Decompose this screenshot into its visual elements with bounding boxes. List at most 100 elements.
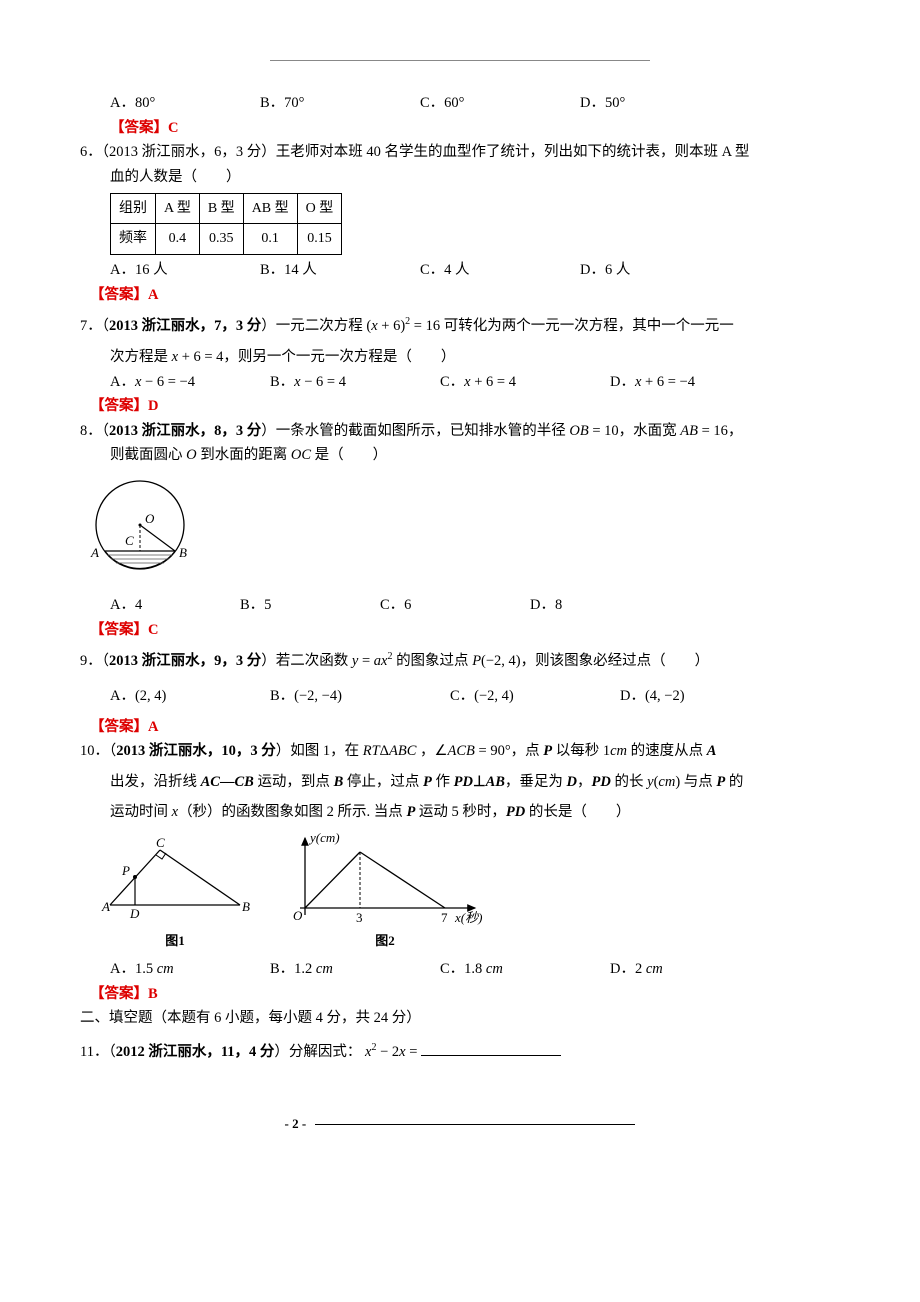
q10-b: B bbox=[334, 774, 344, 790]
q9-l1d: ，则该图象必经过点（ ） bbox=[521, 653, 710, 669]
q11-eq: x2 − 2x = bbox=[365, 1044, 417, 1060]
q10-line1: 10．（2013 浙江丽水，10，3 分）如图 1，在 RTΔABC ，∠ACB… bbox=[80, 739, 840, 764]
q10-f2-o: O bbox=[293, 908, 303, 923]
q8-opt-c: C．6 bbox=[380, 593, 530, 618]
q6-c2: 0.35 bbox=[199, 224, 243, 255]
q10-line3: 运动时间 x（秒）的函数图象如图 2 所示. 当点 P 运动 5 秒时，PD 的… bbox=[110, 800, 840, 825]
q6-th0: 组别 bbox=[111, 193, 156, 224]
q10-l2g: 的长 bbox=[611, 774, 647, 790]
q8-l1d: ， bbox=[728, 423, 743, 439]
q7-opt-c: C．x + 6 = 4 bbox=[440, 370, 610, 395]
q10-f2-xl: x(秒) bbox=[454, 910, 482, 925]
q10-line2: 出发，沿折线 AC—CB 运动，到点 B 停止，过点 P 作 PD⊥AB，垂足为… bbox=[110, 770, 840, 795]
q10-l2i: 的 bbox=[725, 774, 743, 790]
q10-f1-c: C bbox=[156, 835, 165, 850]
q8-lbl-o: O bbox=[145, 511, 155, 526]
q8-lbl-b: B bbox=[179, 545, 187, 560]
page-number: - 2 - bbox=[80, 1113, 840, 1135]
q6-opt-c: C．4 人 bbox=[420, 258, 580, 283]
q6-opt-b: B．14 人 bbox=[260, 258, 420, 283]
q11-l1a: 11．（ bbox=[80, 1044, 116, 1060]
q6-rowlabel: 频率 bbox=[111, 224, 156, 255]
q10-l1b: ）如图 1，在 bbox=[276, 743, 363, 759]
q8-options: A．4 B．5 C．6 D．8 bbox=[110, 593, 840, 618]
page-number-text: - 2 - bbox=[285, 1116, 307, 1131]
q10-l2b: 运动，到点 bbox=[254, 774, 334, 790]
q7-options: A．x − 6 = −4 B．x − 6 = 4 C．x + 6 = 4 D．x… bbox=[110, 370, 840, 395]
q10-f1-d: D bbox=[129, 906, 140, 921]
q7-l2b: ，则另一个一元一次方程是（ ） bbox=[223, 349, 455, 365]
q10-rt: RT bbox=[363, 743, 380, 759]
q11-src: 2012 浙江丽水，11，4 分 bbox=[116, 1044, 275, 1060]
q9-l1a: 9．（ bbox=[80, 653, 109, 669]
q8-l1c: ，水面宽 bbox=[619, 423, 681, 439]
q8-o: O bbox=[186, 447, 196, 463]
q10-f2-x1: 3 bbox=[356, 910, 363, 925]
q9-opt-d: D．(4, −2) bbox=[620, 684, 770, 709]
q10-l3c: 运动 5 秒时， bbox=[415, 804, 506, 820]
q9-line1: 9．（2013 浙江丽水，9，3 分）若二次函数 y = ax2 的图象过点 P… bbox=[80, 648, 840, 673]
q8-l2a: 则截面圆心 bbox=[110, 447, 186, 463]
q8-opt-a: A．4 bbox=[110, 593, 240, 618]
q10-l2e: ，垂足为 bbox=[505, 774, 567, 790]
q10-d: D bbox=[567, 774, 577, 790]
q10-f1-a: A bbox=[101, 899, 110, 914]
q6-th1: A 型 bbox=[156, 193, 200, 224]
q10-pdab: PD bbox=[454, 774, 473, 790]
q8-l2c: 是（ ） bbox=[311, 447, 387, 463]
q10-a: A bbox=[707, 743, 717, 759]
q9-l1b: ）若二次函数 bbox=[261, 653, 352, 669]
q10-cm: cm bbox=[610, 743, 627, 759]
q10-ycm: y(cm) bbox=[647, 774, 680, 790]
q7-src: 2013 浙江丽水，7，3 分 bbox=[109, 318, 261, 334]
q10-l3b: （秒）的函数图象如图 2 所示. 当点 bbox=[178, 804, 406, 820]
q6-opt-d: D．6 人 bbox=[580, 258, 730, 283]
q8-figure: O C A B bbox=[85, 473, 840, 588]
q5-answer: 【答案】C bbox=[110, 116, 840, 141]
q10-tu1: 图1 bbox=[100, 930, 250, 952]
q7-l2a: 次方程是 bbox=[110, 349, 172, 365]
q10-l2f: ， bbox=[577, 774, 592, 790]
q9-l1c: 的图象过点 bbox=[392, 653, 472, 669]
q7-t2: 可转化为两个一元一次方程，其中一个一元一 bbox=[440, 318, 734, 334]
q9-eq1: y = ax2 bbox=[352, 653, 393, 669]
q7-prefix: 7．（ bbox=[80, 318, 109, 334]
q6-line1: 6．（2013 浙江丽水，6，3 分）王老师对本班 40 名学生的血型作了统计，… bbox=[80, 140, 840, 165]
q8-opt-b: B．5 bbox=[240, 593, 380, 618]
section2: 二、填空题（本题有 6 小题，每小题 4 分，共 24 分） bbox=[80, 1006, 840, 1031]
q10-f1-p: P bbox=[121, 863, 130, 878]
q10-p1: P bbox=[543, 743, 552, 759]
q8-src: 2013 浙江丽水，8，3 分 bbox=[109, 423, 261, 439]
q9-opt-a: A．(2, 4) bbox=[110, 684, 270, 709]
q8-l2b: 到水面的距离 bbox=[197, 447, 291, 463]
q8-ob: OB = 10 bbox=[569, 423, 618, 439]
q6-options: A．16 人 B．14 人 C．4 人 D．6 人 bbox=[110, 258, 840, 283]
q7-opt-d: D．x + 6 = −4 bbox=[610, 370, 760, 395]
q10-p3: P bbox=[716, 774, 725, 790]
page-rule bbox=[315, 1124, 635, 1125]
q6-answer: 【答案】A bbox=[90, 283, 840, 308]
q6-th3: AB 型 bbox=[243, 193, 297, 224]
q5-opt-a: A．80° bbox=[110, 91, 260, 116]
q6-opt-a: A．16 人 bbox=[110, 258, 260, 283]
q5-options: A．80° B．70° C．60° D．50° bbox=[110, 91, 840, 116]
q10-f2-yl: y(cm) bbox=[308, 830, 340, 845]
q6-c4: 0.15 bbox=[297, 224, 342, 255]
q7-line1: 7．（2013 浙江丽水，7，3 分）一元二次方程 (x + 6)2 = 16 … bbox=[80, 313, 840, 338]
q11-line1: 11．（2012 浙江丽水，11，4 分）分解因式： x2 − 2x = bbox=[80, 1039, 840, 1064]
q8-answer: 【答案】C bbox=[90, 618, 840, 643]
q10-answer: 【答案】B bbox=[90, 982, 840, 1007]
q6-c1: 0.4 bbox=[156, 224, 200, 255]
q10-fig1: A B C P D 图1 bbox=[100, 835, 250, 952]
q10-l1e: 以每秒 1 bbox=[552, 743, 610, 759]
q10-pd2: PD bbox=[506, 804, 525, 820]
q10-ang: ∠ACB = 90° bbox=[435, 743, 511, 759]
q10-l2d: 作 bbox=[432, 774, 454, 790]
q7-answer: 【答案】D bbox=[90, 394, 840, 419]
q7-opt-a: A．x − 6 = −4 bbox=[110, 370, 270, 395]
q5-opt-b: B．70° bbox=[260, 91, 420, 116]
q10-opt-c: C．1.8 cm bbox=[440, 957, 610, 982]
q10-options: A．1.5 cm B．1.2 cm C．1.8 cm D．2 cm bbox=[110, 957, 840, 982]
q10-l3d: 的长是（ ） bbox=[525, 804, 630, 820]
q6-table: 组别 A 型 B 型 AB 型 O 型 频率 0.4 0.35 0.1 0.15 bbox=[110, 193, 342, 256]
